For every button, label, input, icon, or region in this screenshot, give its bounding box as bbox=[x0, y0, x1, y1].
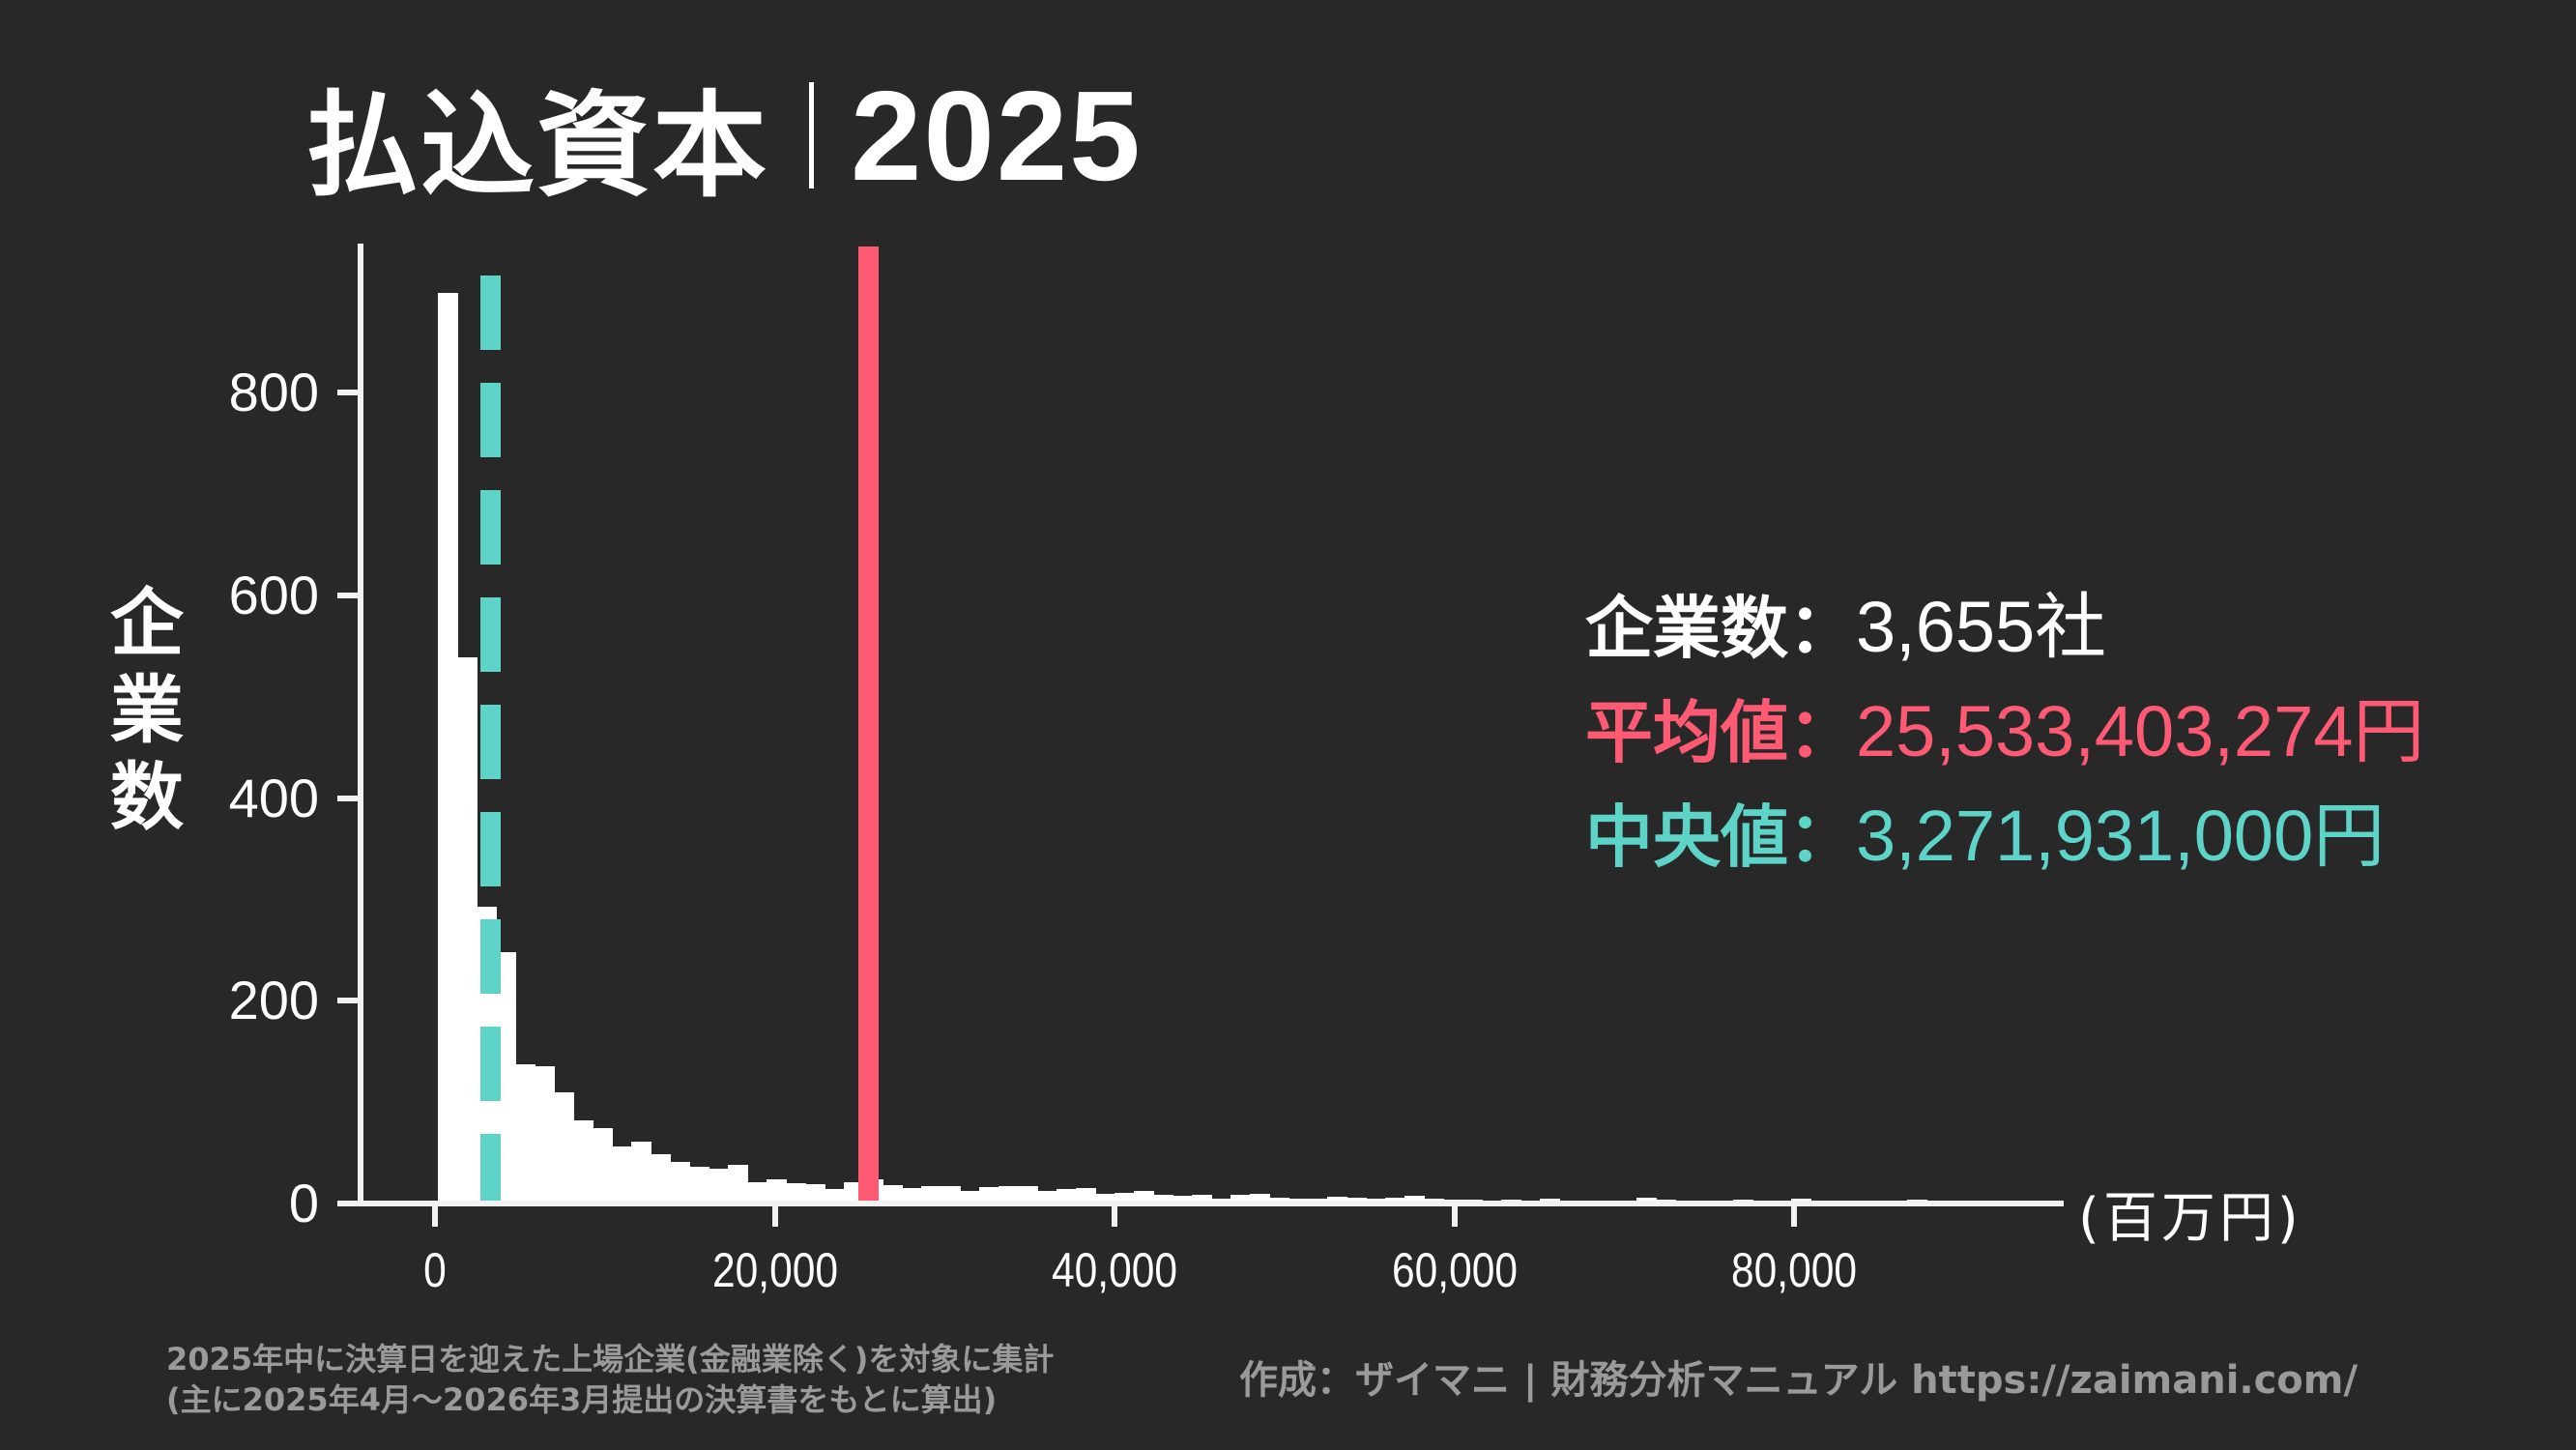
histogram-bar bbox=[1404, 1195, 1425, 1204]
title-separator bbox=[809, 82, 815, 188]
median-line bbox=[480, 276, 501, 1204]
y-tick bbox=[337, 592, 361, 598]
footer-note: 2025年中に決算日を迎えた上場企業(金融業除く)を対象に集計 (主に2025年… bbox=[166, 1339, 1054, 1420]
histogram-bar bbox=[1327, 1196, 1347, 1204]
histogram-bar bbox=[1018, 1186, 1038, 1204]
histogram-bar bbox=[709, 1169, 729, 1204]
credit-text: 作成：ザイマニ | 財務分析マニュアル https://zaimani.com/ bbox=[1239, 1358, 2359, 1403]
histogram-bar bbox=[496, 951, 516, 1204]
histogram-bar bbox=[786, 1183, 806, 1204]
y-tick-label: 400 bbox=[228, 767, 319, 828]
histogram-bar bbox=[1172, 1195, 1193, 1204]
stat-count-label: 企業数： bbox=[1585, 589, 1856, 668]
histogram-bar bbox=[1114, 1192, 1135, 1204]
y-tick bbox=[337, 390, 361, 395]
histogram-bar bbox=[921, 1186, 941, 1204]
histogram-bar bbox=[554, 1091, 574, 1204]
histogram-bar bbox=[1153, 1194, 1173, 1204]
x-tick bbox=[1112, 1204, 1117, 1227]
histogram-bar bbox=[1056, 1189, 1077, 1204]
y-axis-label-text: 企業数 bbox=[108, 580, 186, 841]
y-axis-label-char: 業 bbox=[110, 667, 184, 753]
histogram-bar bbox=[767, 1178, 787, 1204]
x-tick-label: 60,000 bbox=[1391, 1243, 1518, 1297]
histogram-bar bbox=[979, 1187, 999, 1204]
histogram-bar bbox=[1250, 1193, 1270, 1204]
y-axis-label: 企業数 bbox=[108, 580, 186, 841]
x-tick bbox=[432, 1204, 438, 1227]
chart-title: 払込資本 2025 bbox=[304, 65, 1143, 213]
histogram-bar bbox=[593, 1128, 613, 1204]
y-tick bbox=[337, 998, 361, 1004]
stat-mean: 平均値：25,533,403,274円 bbox=[1585, 680, 2424, 784]
y-axis-label-char: 数 bbox=[110, 754, 184, 840]
stat-median-value: 3,271,931,000円 bbox=[1856, 796, 2386, 876]
histogram-bar bbox=[1076, 1188, 1096, 1204]
histogram-bar bbox=[999, 1186, 1019, 1204]
y-tick-label: 0 bbox=[288, 1173, 319, 1233]
histogram-bar bbox=[1192, 1194, 1212, 1204]
title-year: 2025 bbox=[851, 64, 1143, 207]
histogram-bar bbox=[902, 1188, 922, 1204]
stat-count: 企業数：3,655社 bbox=[1585, 575, 2424, 680]
histogram-bar bbox=[747, 1182, 767, 1204]
mean-line bbox=[858, 246, 880, 1201]
histogram-bar bbox=[515, 1064, 535, 1204]
x-axis bbox=[337, 1201, 2064, 1206]
stat-mean-value: 25,533,403,274円 bbox=[1856, 691, 2425, 771]
histogram-bar bbox=[1269, 1197, 1289, 1204]
histogram-bar bbox=[457, 656, 478, 1204]
histogram-bar bbox=[941, 1186, 961, 1204]
stat-mean-label: 平均値： bbox=[1585, 693, 1856, 772]
y-tick-label: 200 bbox=[228, 970, 319, 1031]
histogram-bar bbox=[1095, 1193, 1115, 1204]
x-tick bbox=[771, 1204, 778, 1227]
x-tick bbox=[1791, 1204, 1797, 1227]
histogram-bar bbox=[960, 1191, 980, 1204]
histogram-bar bbox=[573, 1120, 593, 1204]
stat-count-value: 3,655社 bbox=[1856, 587, 2107, 667]
y-tick bbox=[337, 1201, 361, 1206]
histogram-bar bbox=[1346, 1197, 1367, 1204]
histogram-bar bbox=[728, 1165, 748, 1204]
y-tick bbox=[337, 795, 361, 801]
histogram-bar bbox=[1134, 1191, 1154, 1204]
histogram-bar bbox=[651, 1153, 671, 1204]
histogram-bar bbox=[1636, 1197, 1657, 1204]
histogram-bar bbox=[883, 1185, 903, 1204]
x-tick bbox=[1451, 1204, 1458, 1227]
histogram-bar bbox=[1037, 1191, 1057, 1204]
histogram-bar bbox=[612, 1146, 632, 1204]
title-metric: 払込資本 bbox=[304, 78, 769, 213]
y-tick-label: 800 bbox=[228, 362, 319, 422]
x-tick-label: 80,000 bbox=[1731, 1243, 1857, 1297]
x-tick-label: 0 bbox=[423, 1243, 447, 1297]
y-axis bbox=[358, 244, 363, 1206]
footer-note-line1: 2025年中に決算日を迎えた上場企業(金融業除く)を対象に集計 bbox=[166, 1341, 1055, 1378]
y-tick-label: 600 bbox=[228, 564, 319, 625]
histogram-bar bbox=[535, 1066, 555, 1204]
histogram-bar bbox=[670, 1162, 690, 1204]
histogram-bar bbox=[438, 293, 458, 1204]
stat-median-label: 中央値： bbox=[1585, 798, 1856, 877]
y-axis-label-char: 企 bbox=[110, 580, 184, 666]
footer-note-line2: (主に2025年4月～2026年3月提出の決算書をもとに算出) bbox=[166, 1381, 998, 1418]
x-tick-label: 40,000 bbox=[1052, 1243, 1177, 1297]
histogram-bar bbox=[825, 1189, 845, 1204]
x-axis-unit: (百万円) bbox=[2078, 1187, 2302, 1250]
histogram-bar bbox=[805, 1184, 825, 1204]
histogram-bar bbox=[689, 1167, 709, 1204]
x-tick-label: 20,000 bbox=[711, 1243, 838, 1297]
histogram-bar bbox=[1230, 1194, 1251, 1204]
histogram-bar bbox=[631, 1142, 651, 1204]
stat-median: 中央値：3,271,931,000円 bbox=[1585, 784, 2424, 888]
stats-panel: 企業数：3,655社 平均値：25,533,403,274円 中央値：3,271… bbox=[1585, 575, 2424, 888]
histogram-bar bbox=[1385, 1197, 1405, 1204]
